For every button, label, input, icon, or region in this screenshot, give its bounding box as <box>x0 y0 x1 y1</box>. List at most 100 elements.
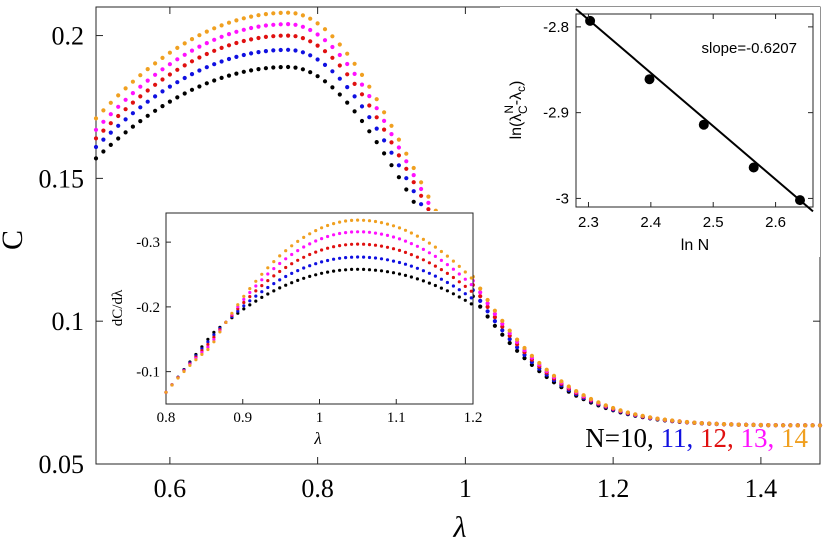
inset-derivative-point <box>427 261 431 265</box>
inset-derivative-point <box>439 258 443 262</box>
inset-derivative-point <box>439 286 443 290</box>
main-point-n14 <box>182 41 187 46</box>
main-point-n10 <box>286 64 291 70</box>
inset-derivative-point <box>344 231 348 235</box>
main-point-n13 <box>345 61 350 67</box>
main-point-n11 <box>515 345 520 350</box>
main-plot: 0.60.811.21.40.050.10.150.2 λ C N=10, 11… <box>0 6 823 541</box>
main-point-n14 <box>359 72 365 77</box>
main-point-n11 <box>160 89 165 94</box>
inset-derivative-point <box>362 230 366 234</box>
inset-derivative-point <box>326 223 330 228</box>
main-point-n14 <box>352 61 357 66</box>
inset-derivative-point <box>212 330 216 334</box>
main-x-tick-label: 0.6 <box>154 474 187 503</box>
inset-derivative-point <box>314 239 318 243</box>
main-point-n11 <box>197 68 202 73</box>
inset-derivative-point <box>314 229 318 233</box>
main-point-n10 <box>167 99 172 104</box>
inset-scaling-y-tick-label: -2.9 <box>543 105 569 122</box>
inset-derivative-point <box>457 295 461 299</box>
main-point-n13 <box>226 31 232 37</box>
inset-derivative-point <box>248 299 252 303</box>
inset-derivative-point <box>350 230 354 234</box>
main-point-n13 <box>382 118 387 123</box>
main-point-n14 <box>256 13 261 18</box>
inset-derivative-point <box>302 276 306 280</box>
main-point-n11 <box>123 117 128 122</box>
main-point-n13 <box>404 159 409 164</box>
main-point-n11 <box>145 99 150 104</box>
main-point-n14 <box>93 116 99 121</box>
inset-scaling-y-tick-label: -3 <box>556 190 569 207</box>
main-point-n13 <box>293 22 298 27</box>
main-point-n14 <box>249 14 254 19</box>
main-point-n11 <box>404 176 409 181</box>
main-point-n12 <box>153 82 158 87</box>
inset-derivative-point <box>272 282 276 286</box>
inset-derivative-point <box>451 267 455 271</box>
inset-derivative-point <box>290 271 294 275</box>
main-point-n11 <box>330 69 335 74</box>
inset-derivative-point <box>308 252 312 257</box>
inset-derivative-point <box>302 266 306 270</box>
main-point-n14 <box>655 416 660 421</box>
main-point-n12 <box>396 153 401 158</box>
main-point-n12 <box>389 140 394 145</box>
inset-derivative-point <box>332 269 336 273</box>
main-point-n14 <box>145 67 150 72</box>
main-point-n14 <box>692 420 697 425</box>
main-point-n10 <box>138 119 143 124</box>
main-point-n11 <box>271 48 276 53</box>
main-point-n10 <box>226 73 232 78</box>
main-point-n13 <box>101 119 106 124</box>
main-point-n10 <box>485 314 490 319</box>
inset-derivative-point <box>463 298 467 302</box>
main-point-n10 <box>337 92 342 97</box>
inset-derivative-point <box>397 248 402 252</box>
main-point-n11 <box>204 65 209 70</box>
inset-derivative-point <box>433 274 437 278</box>
main-point-n12 <box>337 63 342 68</box>
main-point-n14 <box>596 400 601 405</box>
main-point-n13 <box>337 52 342 58</box>
inset-scaling-points <box>585 15 805 206</box>
main-point-n10 <box>160 104 165 109</box>
inset-derivative-point <box>266 272 270 276</box>
inset-derivative-point <box>362 218 366 222</box>
main-point-n10 <box>315 74 320 79</box>
inset-derivative-point <box>284 257 288 261</box>
y-label-sub2: c <box>514 86 528 92</box>
inset-derivative-point <box>272 260 276 264</box>
main-point-n12 <box>145 88 150 93</box>
main-point-n12 <box>426 207 431 212</box>
main-point-n10 <box>352 109 357 114</box>
main-point-n11 <box>249 51 254 56</box>
main-point-n10 <box>507 340 512 346</box>
inset-derivative-point <box>272 289 276 293</box>
main-point-n13 <box>322 38 328 43</box>
inset-derivative-point <box>409 231 413 235</box>
inset-derivative-point <box>385 233 390 237</box>
main-point-n12 <box>330 55 335 60</box>
main-point-n10 <box>116 136 121 141</box>
inset-derivative-point <box>433 254 437 258</box>
inset-derivative-point <box>326 258 330 263</box>
main-point-n11 <box>345 85 350 90</box>
inset-derivative-point <box>254 299 258 303</box>
inset-derivative-point <box>236 303 240 307</box>
main-point-n10 <box>374 140 379 145</box>
main-point-n12 <box>93 136 99 141</box>
inset-scaling-frame <box>575 13 814 208</box>
main-point-n12 <box>212 48 217 53</box>
legend-n14: 14 <box>781 423 809 453</box>
main-point-n13 <box>241 27 246 32</box>
inset-derivative-point <box>409 275 413 279</box>
main-point-n14 <box>322 27 328 32</box>
main-point-n12 <box>226 43 232 48</box>
main-point-n14 <box>374 97 379 102</box>
main-point-n13 <box>123 97 128 102</box>
main-point-n10 <box>300 67 305 72</box>
main-point-n13 <box>138 84 143 89</box>
inset-derivative-point <box>242 304 246 308</box>
